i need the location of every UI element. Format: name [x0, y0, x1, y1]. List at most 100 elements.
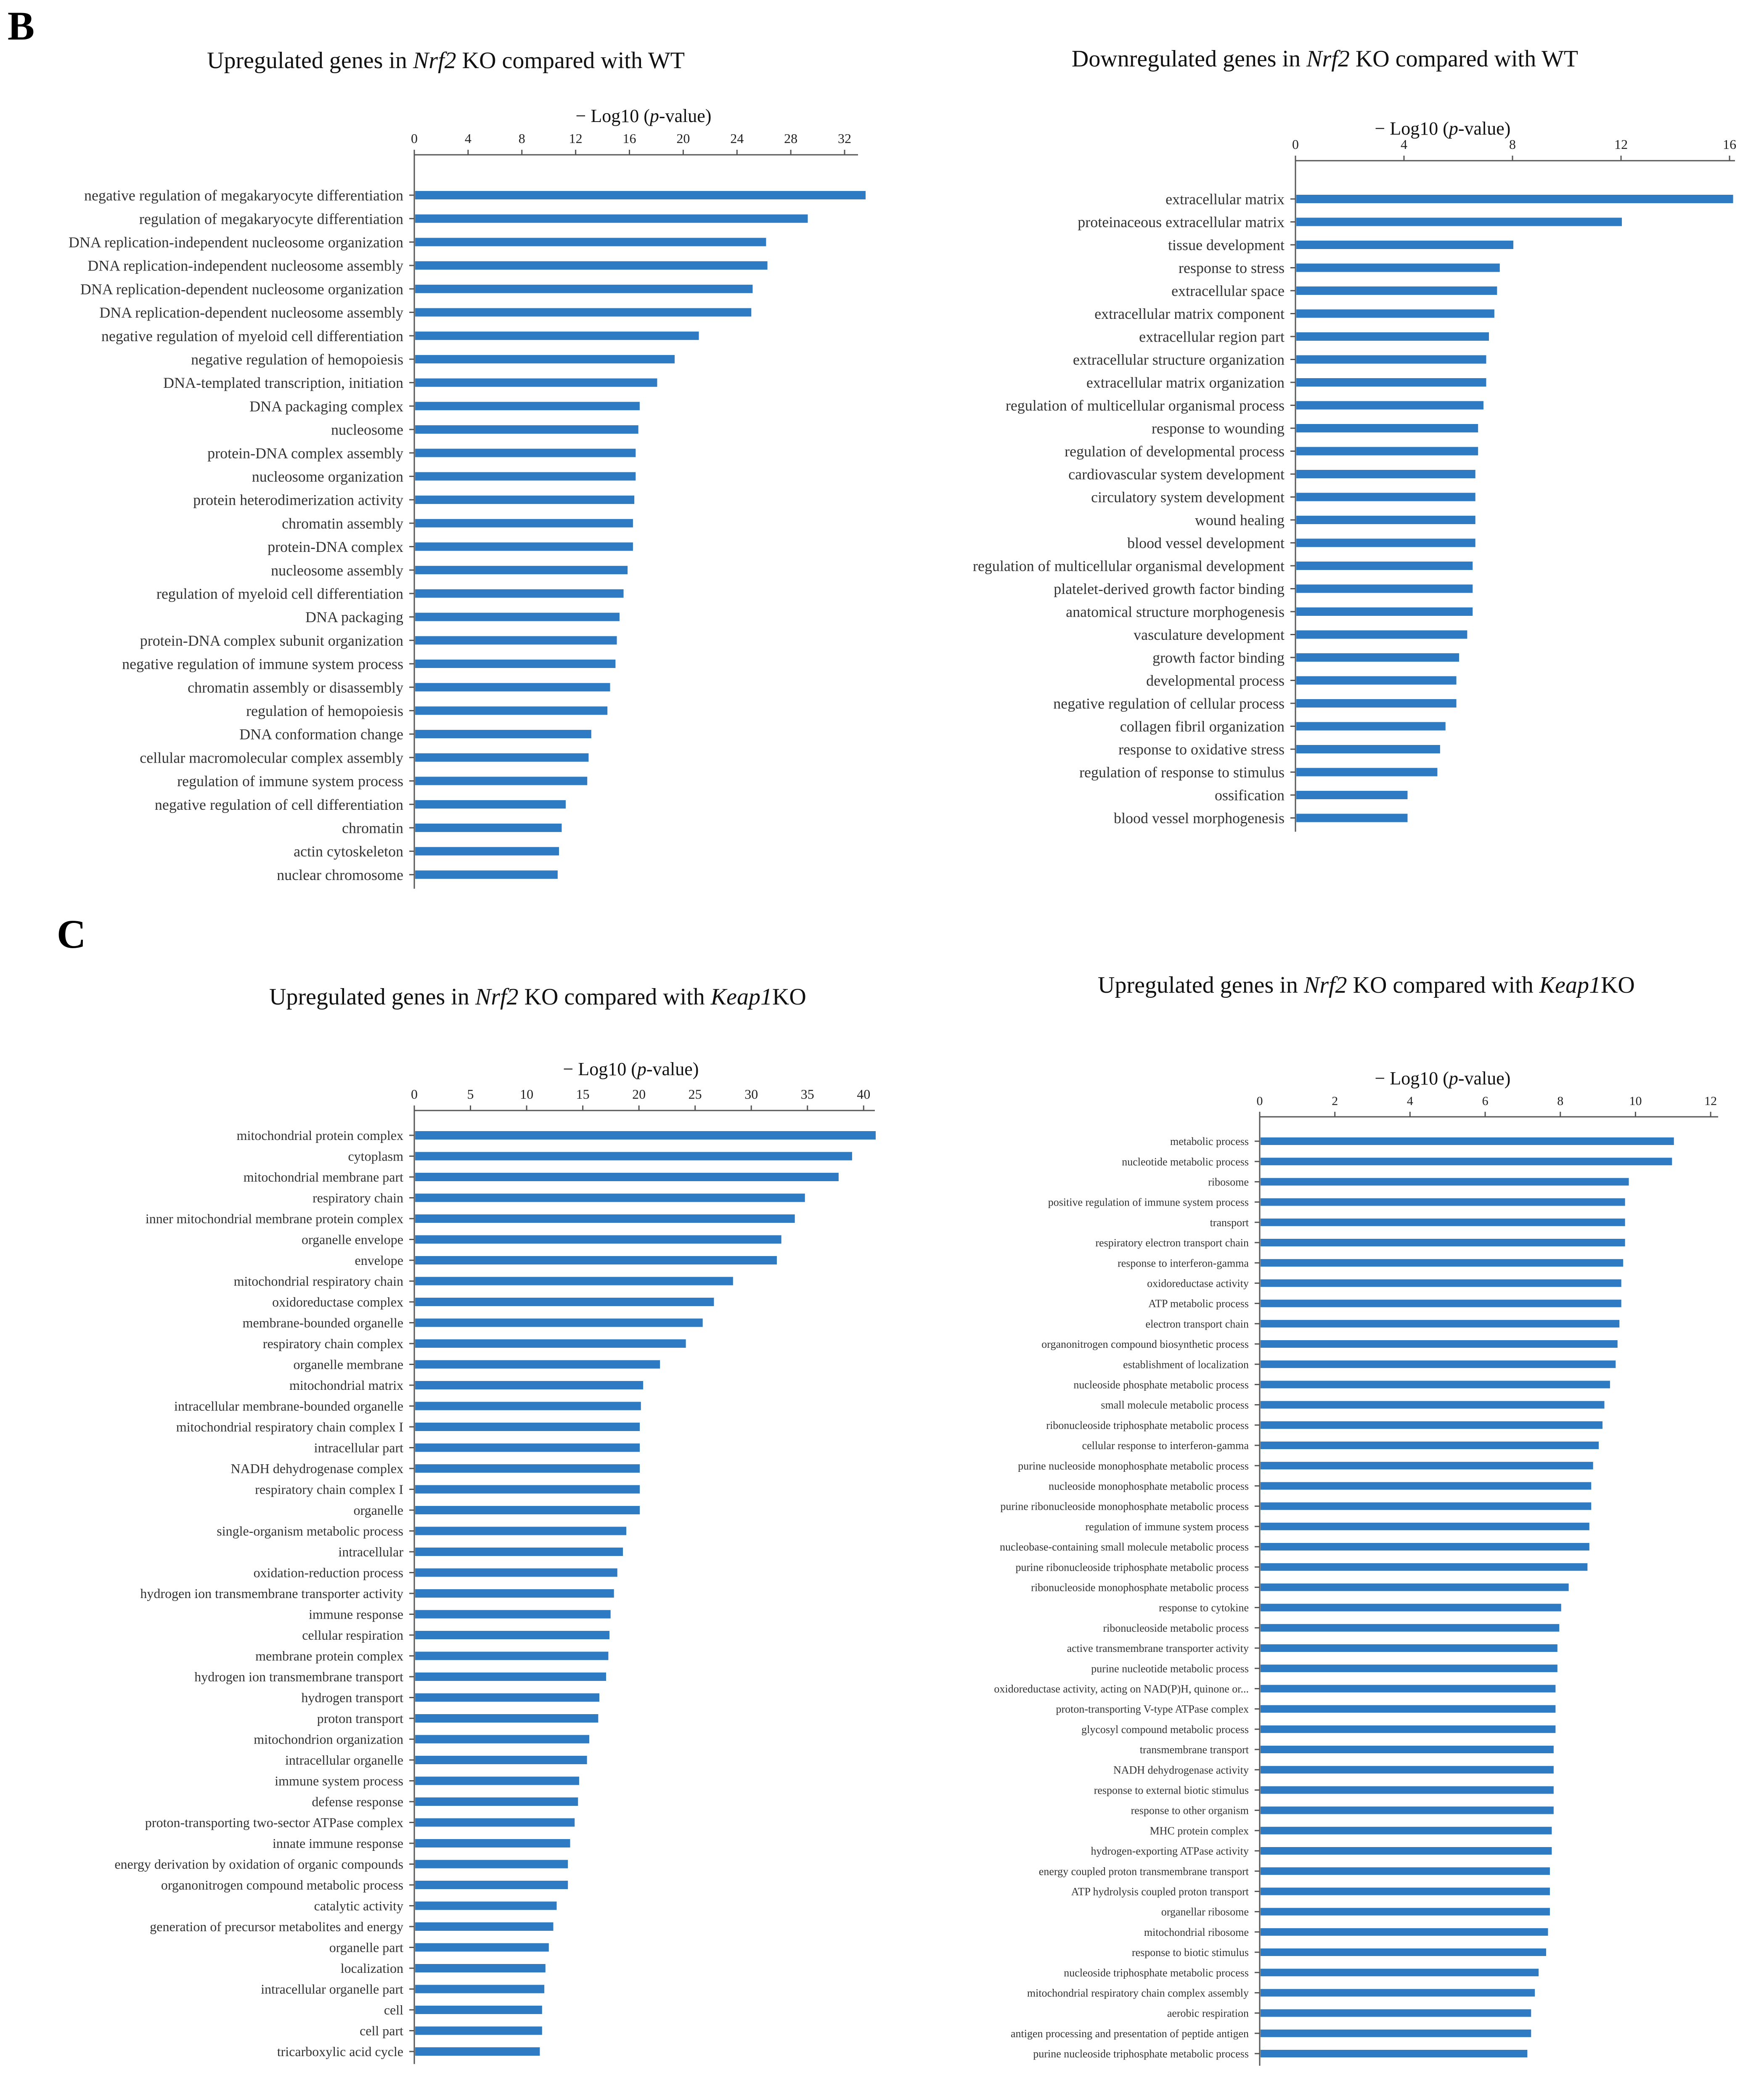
category-label: nucleosome assembly — [271, 562, 403, 579]
bar — [1261, 1259, 1624, 1267]
category-label: localization — [341, 1961, 403, 1976]
bar — [415, 1943, 549, 1952]
bar — [1296, 584, 1473, 593]
x-tick-label: 4 — [465, 131, 471, 146]
category-label: mitochondrial membrane part — [244, 1169, 403, 1185]
bar — [415, 1922, 554, 1931]
chart-b-right: 0 4 8 12 16 extracellular matrix proteinaceous… — [879, 42, 1764, 883]
category-label: response to external biotic stimulus — [1094, 1784, 1249, 1797]
bar — [415, 214, 808, 223]
bar — [415, 1173, 839, 1181]
category-label: hydrogen-exporting ATPase activity — [1091, 1845, 1249, 1857]
category-label: DNA-templated transcription, initiation — [163, 374, 403, 391]
x-tick-label: 24 — [730, 131, 744, 146]
category-label: innate immune response — [273, 1836, 403, 1851]
category-label: mitochondrial protein complex — [237, 1128, 403, 1143]
category-label: extracellular region part — [1139, 329, 1285, 345]
bar — [1261, 1320, 1620, 1328]
bar — [1261, 1502, 1592, 1510]
bar — [1296, 516, 1475, 524]
bar — [1261, 1786, 1554, 1794]
category-label: blood vessel morphogenesis — [1114, 810, 1285, 827]
bar — [1296, 653, 1459, 662]
bar — [1296, 470, 1475, 478]
bar — [415, 1672, 607, 1681]
x-tick-label: 4 — [1401, 137, 1407, 152]
bar — [415, 191, 866, 199]
x-tick-label: 12 — [1614, 137, 1628, 152]
bar — [415, 683, 610, 692]
bar — [415, 1631, 610, 1639]
category-label: inner mitochondrial membrane protein com… — [146, 1211, 403, 1226]
category-label: purine ribonucleoside triphosphate metab… — [1015, 1561, 1249, 1573]
bar — [1261, 1928, 1548, 1936]
category-label: cytoplasm — [348, 1149, 403, 1164]
category-label: energy derivation by oxidation of organi… — [114, 1857, 403, 1872]
bar — [1261, 1198, 1625, 1206]
bar — [1296, 791, 1408, 799]
bar — [1296, 286, 1497, 295]
bar — [1296, 424, 1478, 432]
category-label: extracellular matrix component — [1094, 305, 1285, 322]
category-label: organelle — [354, 1503, 403, 1518]
x-tick-label: 16 — [623, 131, 636, 146]
category-label: response to biotic stimulus — [1132, 1946, 1249, 1959]
x-tick-label: 20 — [632, 1087, 646, 1102]
category-label: regulation of developmental process — [1065, 443, 1285, 460]
category-label: establishment of localization — [1123, 1358, 1249, 1370]
bar — [1261, 1178, 1629, 1186]
category-label: response to wounding — [1152, 420, 1285, 437]
category-label: negative regulation of immune system pro… — [122, 656, 403, 673]
bar — [415, 1506, 640, 1514]
category-label: platelet-derived growth factor binding — [1054, 580, 1285, 597]
bar — [1261, 1624, 1560, 1632]
category-label: DNA replication-independent nucleosome a… — [87, 257, 403, 274]
bar — [1261, 1239, 1625, 1246]
bar — [415, 1256, 777, 1264]
bar — [415, 706, 608, 715]
category-label: oxidoreductase activity — [1147, 1278, 1249, 1290]
category-label: catalytic activity — [314, 1898, 403, 1914]
bar — [1261, 1746, 1554, 1753]
category-label: immune response — [309, 1607, 403, 1622]
category-label: cardiovascular system development — [1068, 466, 1285, 483]
category-label: ATP hydrolysis coupled proton transport — [1071, 1886, 1249, 1898]
bar — [1261, 1766, 1554, 1774]
bar — [1261, 1279, 1621, 1287]
x-axis-label: − Log10 (p-value) — [1375, 1068, 1511, 1089]
category-label: single-organism metabolic process — [217, 1524, 403, 1539]
category-label: energy coupled proton transmembrane tran… — [1039, 1865, 1249, 1877]
panel-letter-b: B — [8, 3, 35, 48]
bar — [1261, 1360, 1616, 1368]
bar — [415, 1527, 627, 1535]
x-tick-label: 2 — [1332, 1094, 1338, 1108]
category-label: respiratory chain — [313, 1190, 403, 1206]
chart-title: Upregulated genes in Nrf2 KO compared wi… — [207, 48, 685, 74]
bar — [415, 1860, 568, 1869]
category-label: DNA packaging complex — [249, 398, 403, 415]
category-label: generation of precursor metabolites and … — [150, 1919, 403, 1934]
category-label: extracellular matrix — [1165, 191, 1285, 208]
x-tick-label: 15 — [576, 1087, 590, 1102]
category-label: negative regulation of cellular process — [1053, 695, 1285, 712]
bar — [1261, 1583, 1569, 1591]
category-label: response to cytokine — [1159, 1602, 1249, 1614]
bar — [415, 612, 620, 621]
bar — [1296, 607, 1473, 616]
bar — [1261, 2009, 1531, 2017]
bar — [415, 1339, 686, 1348]
category-label: regulation of multicellular organismal d… — [973, 558, 1285, 575]
bar — [1261, 2050, 1528, 2057]
bar — [1261, 1644, 1557, 1652]
category-label: NADH dehydrogenase complex — [230, 1461, 403, 1476]
category-label: antigen processing and presentation of p… — [1011, 2028, 1249, 2040]
category-label: response to other organism — [1131, 1805, 1249, 1817]
x-tick-label: 0 — [411, 131, 418, 146]
bar — [415, 2006, 542, 2014]
category-label: intracellular organelle — [285, 1752, 403, 1768]
bar — [415, 870, 558, 879]
bar — [1261, 1847, 1552, 1855]
bar — [1296, 630, 1467, 639]
bar — [1296, 493, 1475, 501]
category-label: intracellular organelle part — [261, 1982, 403, 1997]
